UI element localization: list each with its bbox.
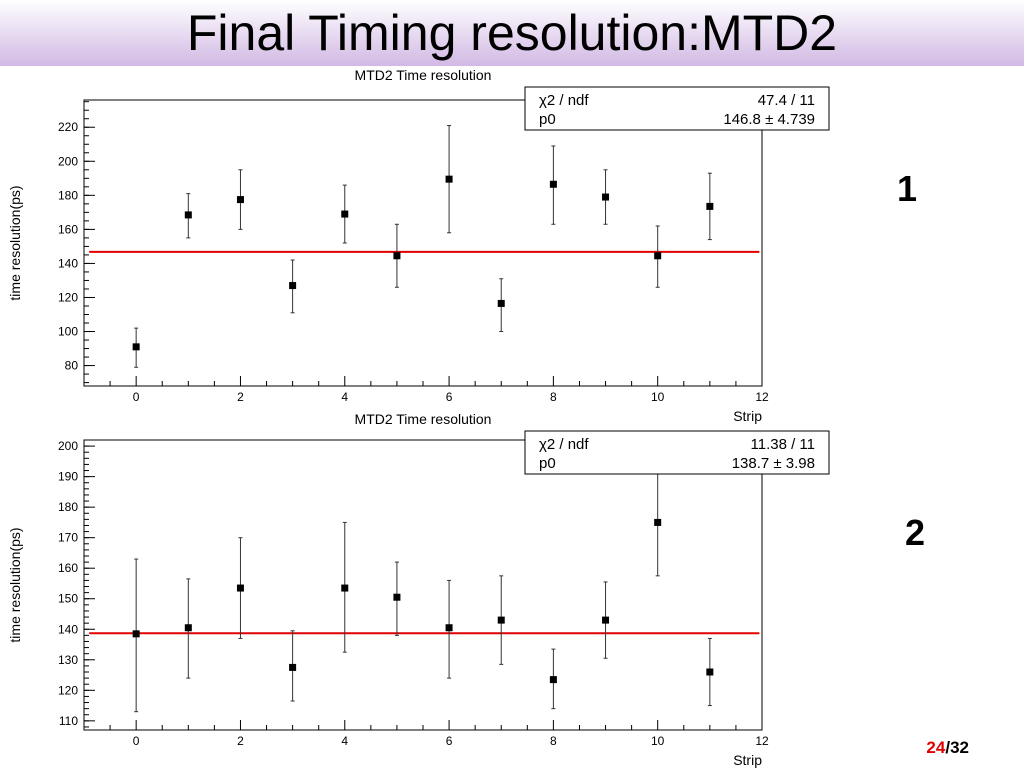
stats-box bbox=[524, 430, 830, 475]
x-tick-label: 6 bbox=[446, 734, 453, 748]
data-point bbox=[706, 668, 714, 676]
page-number: 24/32 bbox=[926, 738, 969, 758]
data-point bbox=[549, 676, 557, 684]
y-tick-label: 150 bbox=[58, 592, 78, 606]
data-point bbox=[602, 616, 610, 624]
data-point bbox=[236, 584, 244, 592]
plot-frame bbox=[83, 439, 763, 731]
y-tick-label: 220 bbox=[58, 120, 78, 134]
y-axis-label: time resolution(ps) bbox=[7, 185, 23, 300]
y-tick-label: 120 bbox=[58, 290, 78, 304]
stats-row1-value: 47.4 / 11 bbox=[758, 92, 815, 109]
slide-title: Final Timing resolution:MTD2 bbox=[186, 5, 838, 61]
data-point bbox=[341, 210, 349, 218]
stats-row1-name: χ2 / ndf bbox=[539, 436, 589, 453]
x-tick-label: 12 bbox=[755, 734, 769, 748]
x-tick-label: 0 bbox=[133, 734, 140, 748]
data-point bbox=[654, 518, 662, 526]
y-tick-label: 180 bbox=[58, 188, 78, 202]
y-tick-label: 130 bbox=[58, 653, 78, 667]
page-current: 24 bbox=[926, 738, 946, 757]
page-separator: / bbox=[945, 738, 951, 757]
x-tick-label: 10 bbox=[651, 734, 665, 748]
y-axis-label: time resolution(ps) bbox=[7, 527, 23, 642]
y-tick-label: 200 bbox=[58, 154, 78, 168]
data-point bbox=[549, 180, 557, 188]
x-tick-label: 2 bbox=[237, 734, 244, 748]
plot-frame bbox=[83, 99, 763, 387]
x-tick-label: 10 bbox=[651, 390, 665, 404]
y-tick-label: 110 bbox=[59, 714, 78, 728]
panel-label-1: 1 bbox=[897, 168, 918, 209]
stats-row1-name: χ2 / ndf bbox=[539, 92, 589, 109]
x-tick-label: 8 bbox=[550, 734, 557, 748]
data-point bbox=[132, 343, 140, 351]
data-point bbox=[602, 193, 610, 201]
data-point bbox=[393, 593, 401, 601]
x-tick-label: 4 bbox=[341, 734, 348, 748]
stats-row1-value: 11.38 / 11 bbox=[751, 436, 816, 453]
chart-title: MTD2 Time resolution bbox=[355, 411, 492, 427]
data-point bbox=[341, 584, 349, 592]
x-axis-label: Strip bbox=[733, 752, 762, 768]
data-point bbox=[184, 624, 192, 632]
data-point bbox=[706, 202, 714, 210]
stats-row2-value: 146.8 ± 4.739 bbox=[723, 111, 815, 128]
title-band bbox=[0, 0, 1024, 66]
data-point bbox=[497, 299, 505, 307]
data-point bbox=[497, 616, 505, 624]
stats-row2-name: p0 bbox=[539, 111, 556, 128]
data-point bbox=[132, 630, 140, 638]
data-point bbox=[654, 252, 662, 260]
data-point bbox=[289, 282, 297, 290]
x-tick-label: 8 bbox=[550, 390, 557, 404]
y-tick-label: 100 bbox=[58, 325, 78, 339]
panel-label-2: 2 bbox=[905, 512, 926, 553]
data-point bbox=[445, 624, 453, 632]
y-tick-label: 120 bbox=[58, 683, 78, 697]
x-axis-label: Strip bbox=[733, 408, 762, 424]
data-point bbox=[393, 252, 401, 260]
page-total: 32 bbox=[950, 738, 969, 757]
x-tick-label: 12 bbox=[755, 390, 769, 404]
x-tick-label: 2 bbox=[237, 390, 244, 404]
stats-row2-value: 138.7 ± 3.98 bbox=[732, 455, 815, 472]
y-tick-label: 160 bbox=[58, 561, 78, 575]
x-tick-label: 6 bbox=[446, 390, 453, 404]
y-tick-label: 180 bbox=[58, 500, 78, 514]
y-tick-label: 160 bbox=[58, 222, 78, 236]
y-tick-label: 170 bbox=[58, 531, 78, 545]
stats-row2-name: p0 bbox=[539, 455, 556, 472]
y-tick-label: 200 bbox=[58, 439, 78, 453]
data-point bbox=[236, 196, 244, 204]
y-tick-label: 190 bbox=[58, 470, 78, 484]
chart-title: MTD2 Time resolution bbox=[355, 67, 492, 83]
data-point bbox=[445, 175, 453, 183]
y-tick-label: 140 bbox=[58, 256, 78, 270]
data-point bbox=[184, 211, 192, 219]
y-tick-label: 140 bbox=[58, 622, 78, 636]
x-tick-label: 0 bbox=[133, 390, 140, 404]
y-tick-label: 80 bbox=[65, 359, 79, 373]
stats-box bbox=[524, 86, 830, 131]
data-point bbox=[289, 663, 297, 671]
x-tick-label: 4 bbox=[341, 390, 348, 404]
